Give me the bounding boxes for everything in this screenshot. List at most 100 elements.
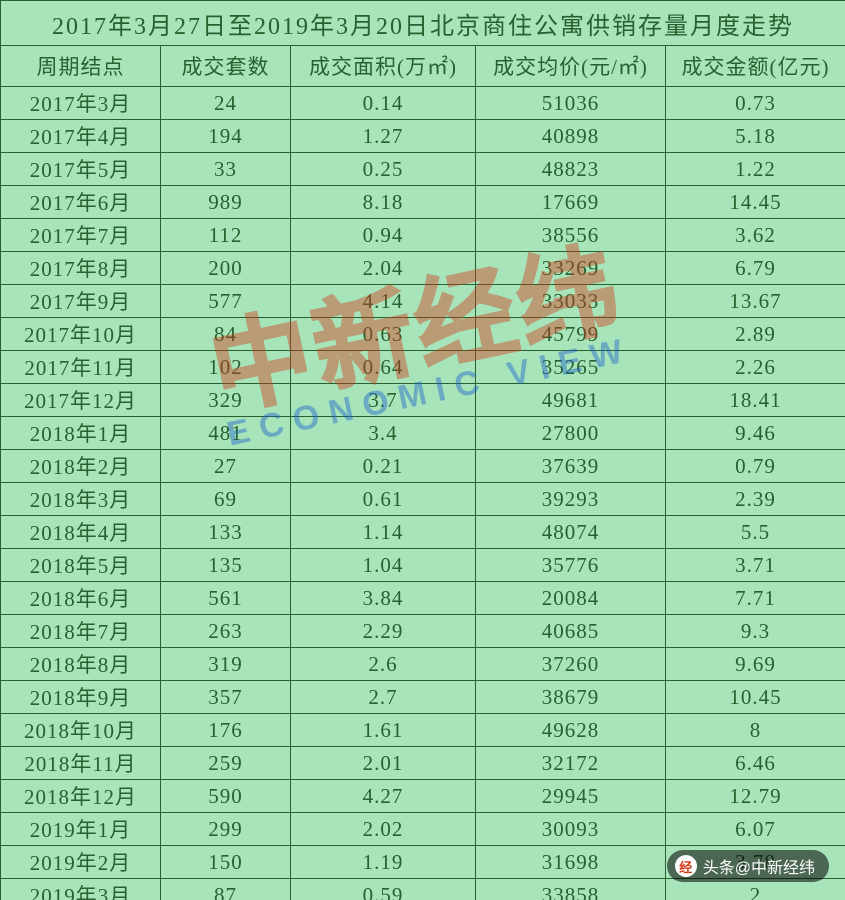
table-row: 2018年8月3192.6372609.69 [1, 648, 845, 681]
table-row: 2018年2月270.21376390.79 [1, 450, 845, 483]
cell-period: 2017年11月 [1, 351, 161, 384]
col-area: 成交面积(万㎡) [291, 46, 476, 87]
cell-value: 69 [161, 483, 291, 516]
table-row: 2018年4月1331.14480745.5 [1, 516, 845, 549]
cell-value: 49628 [476, 714, 666, 747]
cell-value: 561 [161, 582, 291, 615]
cell-value: 0.79 [666, 450, 845, 483]
cell-value: 329 [161, 384, 291, 417]
cell-value: 84 [161, 318, 291, 351]
cell-period: 2017年3月 [1, 87, 161, 120]
table-row: 2017年11月1020.64352652.26 [1, 351, 845, 384]
cell-value: 112 [161, 219, 291, 252]
cell-value: 87 [161, 879, 291, 900]
table-row: 2017年10月840.63457992.89 [1, 318, 845, 351]
cell-value: 9.46 [666, 417, 845, 450]
cell-period: 2019年3月 [1, 879, 161, 900]
cell-value: 1.14 [291, 516, 476, 549]
cell-value: 481 [161, 417, 291, 450]
table-row: 2018年10月1761.61496288 [1, 714, 845, 747]
cell-value: 32172 [476, 747, 666, 780]
cell-value: 0.94 [291, 219, 476, 252]
cell-value: 33 [161, 153, 291, 186]
cell-value: 319 [161, 648, 291, 681]
cell-period: 2017年10月 [1, 318, 161, 351]
cell-period: 2018年9月 [1, 681, 161, 714]
cell-value: 989 [161, 186, 291, 219]
table-row: 2017年12月3293.74968118.41 [1, 384, 845, 417]
cell-value: 0.14 [291, 87, 476, 120]
cell-value: 10.45 [666, 681, 845, 714]
cell-value: 35776 [476, 549, 666, 582]
cell-value: 33858 [476, 879, 666, 900]
cell-value: 49681 [476, 384, 666, 417]
cell-value: 357 [161, 681, 291, 714]
cell-period: 2019年2月 [1, 846, 161, 879]
cell-value: 13.67 [666, 285, 845, 318]
cell-value: 133 [161, 516, 291, 549]
cell-period: 2019年1月 [1, 813, 161, 846]
cell-value: 2.29 [291, 615, 476, 648]
cell-period: 2018年2月 [1, 450, 161, 483]
cell-value: 3.62 [666, 219, 845, 252]
cell-period: 2017年8月 [1, 252, 161, 285]
cell-value: 2.6 [291, 648, 476, 681]
cell-value: 0.21 [291, 450, 476, 483]
cell-value: 1.04 [291, 549, 476, 582]
table-row: 2018年7月2632.29406859.3 [1, 615, 845, 648]
cell-value: 1.27 [291, 120, 476, 153]
cell-value: 40898 [476, 120, 666, 153]
cell-value: 27800 [476, 417, 666, 450]
cell-value: 3.7 [291, 384, 476, 417]
cell-value: 45799 [476, 318, 666, 351]
cell-value: 48074 [476, 516, 666, 549]
cell-value: 5.18 [666, 120, 845, 153]
cell-value: 0.63 [291, 318, 476, 351]
cell-value: 20084 [476, 582, 666, 615]
cell-value: 4.14 [291, 285, 476, 318]
cell-period: 2017年7月 [1, 219, 161, 252]
byline-text: 头条@中新经纬 [703, 854, 815, 878]
cell-value: 9.3 [666, 615, 845, 648]
table-row: 2017年6月9898.181766914.45 [1, 186, 845, 219]
cell-value: 40685 [476, 615, 666, 648]
cell-value: 263 [161, 615, 291, 648]
cell-value: 194 [161, 120, 291, 153]
cell-period: 2018年4月 [1, 516, 161, 549]
cell-period: 2017年4月 [1, 120, 161, 153]
cell-period: 2018年5月 [1, 549, 161, 582]
cell-value: 590 [161, 780, 291, 813]
cell-value: 1.19 [291, 846, 476, 879]
cell-value: 24 [161, 87, 291, 120]
cell-value: 2.26 [666, 351, 845, 384]
cell-value: 31698 [476, 846, 666, 879]
cell-period: 2017年9月 [1, 285, 161, 318]
table-row: 2018年6月5613.84200847.71 [1, 582, 845, 615]
cell-value: 6.79 [666, 252, 845, 285]
table-row: 2018年1月4813.4278009.46 [1, 417, 845, 450]
cell-period: 2018年10月 [1, 714, 161, 747]
cell-value: 102 [161, 351, 291, 384]
cell-value: 38679 [476, 681, 666, 714]
byline-pill: 经 头条@中新经纬 [667, 850, 829, 882]
cell-value: 6.46 [666, 747, 845, 780]
table-title: 2017年3月27日至2019年3月20日北京商住公寓供销存量月度走势 [1, 1, 845, 46]
cell-value: 259 [161, 747, 291, 780]
cell-value: 27 [161, 450, 291, 483]
table-row: 2017年3月240.14510360.73 [1, 87, 845, 120]
cell-value: 35265 [476, 351, 666, 384]
cell-value: 33033 [476, 285, 666, 318]
cell-value: 577 [161, 285, 291, 318]
col-period: 周期结点 [1, 46, 161, 87]
cell-value: 14.45 [666, 186, 845, 219]
cell-value: 2.02 [291, 813, 476, 846]
cell-value: 30093 [476, 813, 666, 846]
cell-value: 2.89 [666, 318, 845, 351]
cell-value: 2.01 [291, 747, 476, 780]
cell-value: 37260 [476, 648, 666, 681]
table-row: 2017年4月1941.27408985.18 [1, 120, 845, 153]
cell-value: 48823 [476, 153, 666, 186]
cell-value: 150 [161, 846, 291, 879]
cell-value: 0.61 [291, 483, 476, 516]
cell-value: 17669 [476, 186, 666, 219]
